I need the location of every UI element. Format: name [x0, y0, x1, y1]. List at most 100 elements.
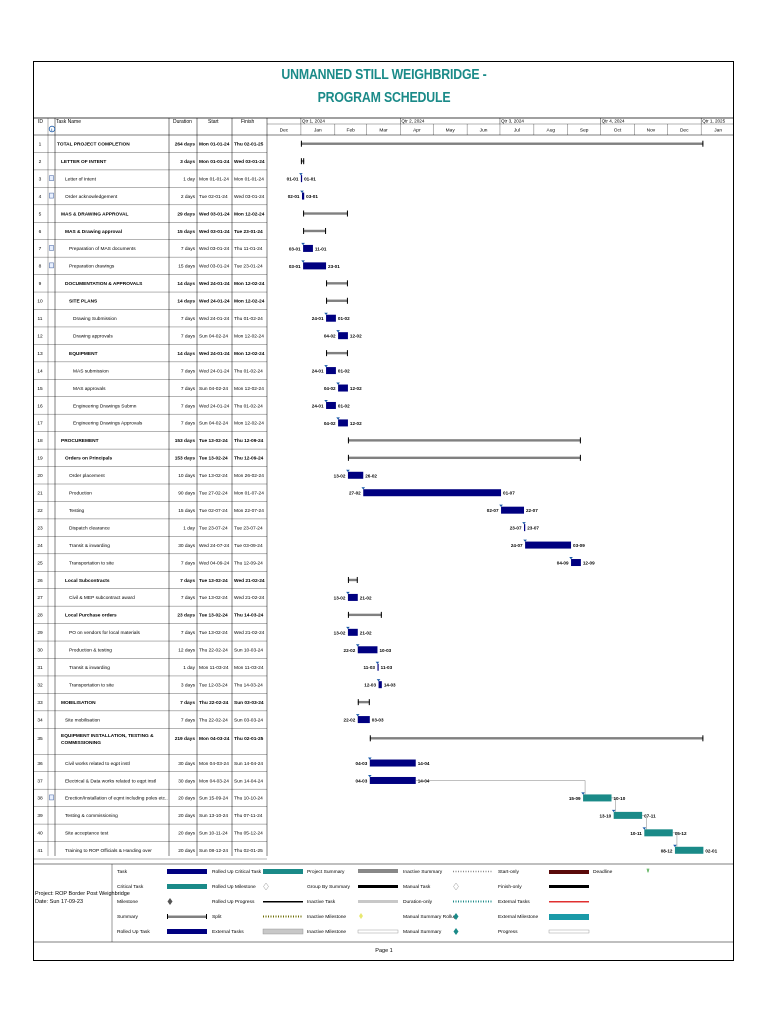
month-label: Feb — [347, 128, 356, 134]
task-start-marker — [324, 399, 328, 403]
legend-label: Rolled Up Progress — [212, 899, 255, 905]
task-duration: 30 days — [178, 543, 195, 549]
info-icon-glyph: i — [51, 127, 53, 132]
task-duration: 12 days — [178, 648, 195, 654]
task-bar — [363, 489, 502, 497]
note-icon — [49, 794, 54, 801]
summary-bar — [303, 229, 327, 233]
task-finish-label: 14-04 — [418, 761, 430, 766]
task-finish: Thu 02-01-25 — [234, 142, 264, 148]
legend-label: Rolled Up Milestone — [212, 884, 256, 890]
legend-swatch — [357, 929, 399, 934]
note-icon — [49, 175, 54, 181]
month-label: Jun — [480, 128, 488, 134]
task-duration: 264 days — [175, 142, 196, 148]
task-start-label: 11-03 — [363, 665, 375, 670]
task-start-marker — [299, 173, 303, 176]
task-finish-label: 01-02 — [338, 316, 350, 321]
task-bar — [644, 829, 673, 837]
legend-label: Project Summary — [307, 869, 345, 875]
task-bar — [326, 367, 336, 375]
task-bar — [338, 419, 348, 427]
task-finish-label: 01-07 — [503, 491, 515, 496]
task-start-marker — [569, 557, 573, 560]
task-start-label: 24-01 — [312, 316, 324, 321]
task-id: 20 — [37, 473, 43, 479]
legend-swatch — [358, 885, 398, 888]
info-icon — [48, 125, 56, 133]
legend-swatch — [646, 868, 650, 873]
task-duration: 219 days — [175, 736, 196, 742]
task-start: Mon 11-03-24 — [199, 665, 229, 671]
task-name: Drawing approvals — [73, 333, 113, 339]
task-start: Tue 13-02-24 — [199, 595, 228, 601]
task-duration: 10 days — [178, 473, 195, 479]
legend-swatch — [453, 928, 459, 935]
task-duration: 7 days — [181, 316, 196, 322]
task-name: MAS approvals — [73, 386, 106, 392]
summary-bar-start — [326, 297, 328, 304]
task-start-label: 04-09 — [557, 561, 569, 566]
month-label: Oct — [614, 128, 622, 134]
task-id: 17 — [37, 421, 43, 427]
task-id: 38 — [37, 796, 43, 802]
summary-bar-end — [346, 280, 348, 287]
summary-bar-start — [303, 227, 305, 234]
task-id: 25 — [37, 560, 43, 566]
task-duration: 30 days — [178, 761, 195, 767]
summary-bar — [326, 351, 348, 355]
task-duration: 14 days — [177, 281, 195, 287]
task-start-marker — [581, 792, 585, 795]
task-finish: Wed 03-01-24 — [234, 194, 265, 200]
task-id: 31 — [37, 665, 43, 671]
task-id: 37 — [37, 778, 43, 784]
task-name: Engineering Drawings Approvals — [73, 421, 143, 427]
summary-bar-start — [347, 576, 349, 583]
task-start-label: 03-01 — [289, 264, 301, 269]
task-finish: Wed 21-02-24 — [234, 578, 265, 584]
chart-title-line1: UNMANNED STILL WEIGHBRIDGE - — [281, 67, 487, 83]
task-duration: 14 days — [177, 299, 195, 305]
task-finish-label: 03-01 — [306, 194, 318, 199]
task-finish-label: 03-09 — [573, 543, 585, 548]
task-bar — [378, 681, 382, 689]
task-finish-label: 14-03 — [384, 683, 396, 688]
task-finish-label: 11-01 — [315, 246, 327, 251]
task-id: 10 — [37, 299, 43, 305]
task-finish-label: 23-01 — [328, 264, 340, 269]
task-id: 33 — [37, 700, 43, 706]
legend-label: External Tasks — [212, 929, 244, 935]
month-label: Aug — [547, 128, 556, 134]
summary-bar-end — [346, 297, 348, 304]
task-duration: 7 days — [181, 333, 196, 339]
task-id: 7 — [39, 246, 42, 252]
task-start-label: 04-03 — [356, 761, 368, 766]
summary-bar-end — [579, 437, 581, 444]
task-duration: 20 days — [178, 831, 195, 837]
task-name: PROCUREMENT — [61, 438, 99, 444]
project-info: Project: ROP Border Post Weighbridge Dat… — [35, 890, 130, 906]
summary-bar-end — [303, 158, 305, 165]
column-header-finish: Finish — [241, 119, 255, 125]
task-start-marker — [336, 330, 340, 333]
task-finish-label: 01-01 — [304, 177, 316, 182]
task-bar — [525, 541, 572, 549]
task-finish-label: 02-01 — [705, 848, 717, 853]
task-start-marker — [499, 504, 503, 507]
task-finish: Wed 03-01-24 — [234, 159, 265, 165]
chart-title-line2: PROGRAM SCHEDULE — [317, 90, 451, 106]
task-start: Sun 08-12-24 — [199, 848, 228, 854]
task-finish-label: 22-07 — [526, 508, 538, 513]
task-id: 14 — [37, 368, 43, 374]
task-start: Wed 24-01-24 — [199, 351, 230, 357]
task-duration: 7 days — [181, 717, 196, 723]
legend-swatch — [549, 885, 589, 888]
task-start-label: 13-02 — [334, 595, 346, 600]
task-start-label: 13-02 — [334, 473, 346, 478]
month-label: Apr — [413, 128, 421, 134]
task-start: Mon 04-03-24 — [199, 736, 230, 742]
legend-label: Milestone — [117, 899, 138, 905]
legend-swatch — [549, 870, 589, 874]
legend-label: Inactive Milestone — [307, 914, 346, 920]
task-finish: Tue 23-07-24 — [234, 525, 263, 531]
